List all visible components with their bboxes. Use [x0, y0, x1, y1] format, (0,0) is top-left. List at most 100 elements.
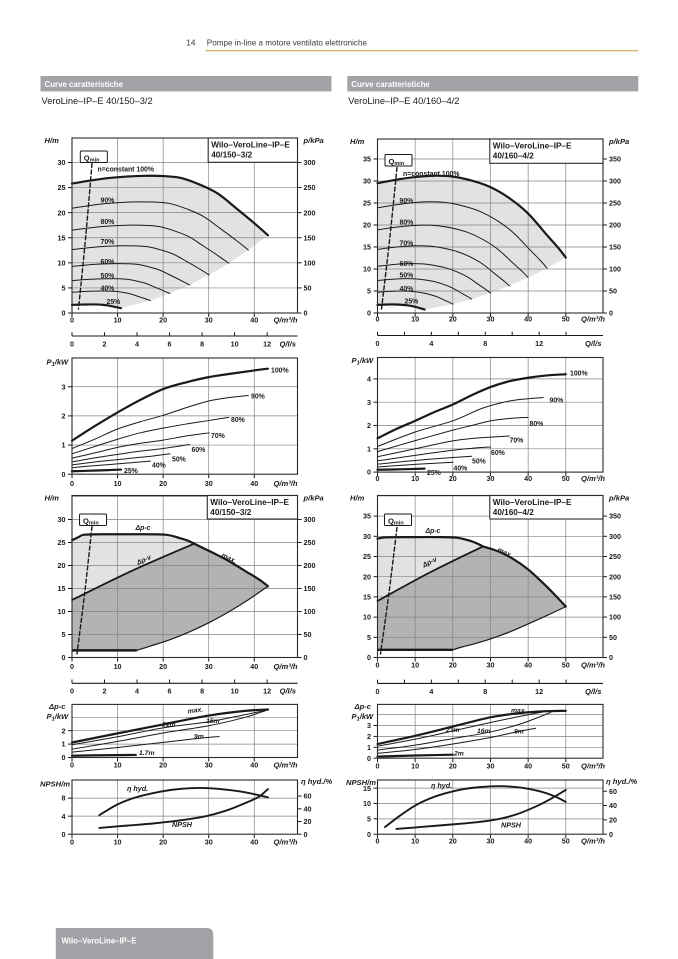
svg-text:40: 40 [524, 836, 532, 845]
svg-text:8: 8 [483, 687, 487, 696]
svg-text:350: 350 [609, 155, 621, 164]
svg-text:20: 20 [159, 479, 167, 488]
svg-text:n=constant 100%: n=constant 100% [98, 167, 154, 174]
svg-text:60%: 60% [101, 259, 115, 266]
svg-text:4: 4 [62, 812, 66, 821]
svg-text:10: 10 [363, 799, 371, 808]
svg-text:H/m: H/m [350, 137, 365, 146]
svg-text:25: 25 [58, 183, 66, 192]
svg-text:50: 50 [562, 762, 570, 771]
svg-text:40: 40 [304, 804, 312, 813]
svg-text:2: 2 [103, 340, 107, 349]
svg-text:15: 15 [363, 593, 371, 602]
svg-text:0: 0 [62, 309, 66, 318]
svg-text:Q/m³/h: Q/m³/h [581, 836, 605, 845]
svg-text:70%: 70% [101, 239, 115, 246]
svg-text:250: 250 [304, 538, 316, 547]
svg-text:25: 25 [363, 199, 371, 208]
svg-text:40: 40 [524, 474, 532, 483]
svg-text:0: 0 [367, 468, 371, 477]
svg-text:0: 0 [367, 754, 371, 763]
svg-text:30: 30 [58, 158, 66, 167]
svg-text:200: 200 [304, 208, 316, 217]
svg-text:20: 20 [363, 221, 371, 230]
svg-text:Wilo–VeroLine–IP–E: Wilo–VeroLine–IP–E [210, 498, 289, 507]
svg-text:Q/m³/h: Q/m³/h [581, 474, 605, 483]
svg-text:20: 20 [58, 208, 66, 217]
svg-text:300: 300 [304, 158, 316, 167]
svg-text:P1/kW: P1/kW [352, 712, 375, 722]
svg-text:Q/m³/h: Q/m³/h [581, 661, 605, 670]
svg-text:1: 1 [367, 444, 371, 453]
svg-text:15: 15 [363, 784, 371, 793]
svg-text:Qmin: Qmin [388, 516, 404, 526]
svg-text:50: 50 [304, 630, 312, 639]
svg-text:70%: 70% [510, 438, 524, 445]
svg-text:10: 10 [231, 687, 239, 696]
svg-text:0: 0 [62, 830, 66, 839]
svg-text:Q/l/s: Q/l/s [585, 339, 601, 348]
svg-text:10: 10 [411, 315, 419, 324]
svg-text:50: 50 [562, 474, 570, 483]
svg-text:0: 0 [376, 687, 380, 696]
svg-text:90%: 90% [400, 198, 414, 205]
svg-text:40: 40 [250, 479, 258, 488]
svg-text:NPSH/m: NPSH/m [40, 780, 70, 789]
svg-text:300: 300 [609, 177, 621, 186]
svg-text:Q/l/s: Q/l/s [280, 687, 296, 696]
svg-text:20: 20 [609, 815, 617, 824]
svg-text:40: 40 [250, 316, 258, 325]
svg-text:Qmin: Qmin [84, 153, 100, 163]
svg-text:12: 12 [535, 687, 543, 696]
svg-text:70%: 70% [211, 433, 225, 440]
svg-text:15: 15 [58, 584, 66, 593]
svg-text:0: 0 [376, 339, 380, 348]
svg-text:10: 10 [58, 258, 66, 267]
svg-text:NPSH: NPSH [172, 820, 193, 829]
svg-text:p/kPa: p/kPa [608, 137, 629, 146]
svg-text:40: 40 [250, 761, 258, 770]
svg-text:150: 150 [609, 243, 621, 252]
svg-text:Pompe in-line a motore ventila: Pompe in-line a motore ventilato elettro… [207, 38, 368, 47]
svg-text:40: 40 [524, 661, 532, 670]
svg-text:η hyd./%: η hyd./% [606, 777, 637, 786]
svg-text:14: 14 [186, 37, 196, 47]
svg-text:90%: 90% [101, 198, 115, 205]
svg-text:VeroLine–IP–E 40/150–3/2: VeroLine–IP–E 40/150–3/2 [42, 96, 153, 106]
svg-text:15: 15 [363, 243, 371, 252]
svg-text:40%: 40% [400, 286, 414, 293]
svg-text:25%: 25% [107, 299, 121, 306]
svg-text:30: 30 [486, 661, 494, 670]
svg-text:10: 10 [114, 662, 122, 671]
svg-text:60%: 60% [400, 261, 414, 268]
svg-text:NPSH/m: NPSH/m [346, 778, 376, 787]
svg-text:50: 50 [609, 633, 617, 642]
svg-text:Δp-c: Δp-c [135, 525, 151, 532]
svg-text:H/m: H/m [45, 136, 60, 145]
svg-text:90%: 90% [550, 398, 564, 405]
svg-text:4: 4 [367, 375, 371, 384]
svg-text:5: 5 [367, 287, 371, 296]
svg-text:η hyd./%: η hyd./% [301, 777, 332, 786]
svg-text:20: 20 [159, 761, 167, 770]
svg-text:p/kPa: p/kPa [303, 494, 324, 503]
svg-text:10: 10 [114, 761, 122, 770]
svg-text:30: 30 [486, 474, 494, 483]
svg-text:10: 10 [231, 340, 239, 349]
svg-text:Q/l/s: Q/l/s [280, 340, 296, 349]
svg-text:100: 100 [304, 258, 316, 267]
svg-text:2: 2 [103, 687, 107, 696]
svg-text:25: 25 [363, 552, 371, 561]
svg-text:30: 30 [363, 532, 371, 541]
svg-text:21m: 21m [161, 722, 176, 729]
svg-text:8: 8 [483, 339, 487, 348]
svg-text:250: 250 [609, 199, 621, 208]
svg-text:Wilo–VeroLine–IP–E: Wilo–VeroLine–IP–E [62, 937, 137, 946]
svg-text:40: 40 [524, 315, 532, 324]
svg-text:20: 20 [58, 561, 66, 570]
svg-text:Δp-c: Δp-c [354, 702, 372, 711]
svg-text:0: 0 [62, 753, 66, 762]
svg-text:Q/m³/h: Q/m³/h [274, 316, 298, 325]
svg-text:5: 5 [62, 630, 66, 639]
svg-text:Q/l/s: Q/l/s [585, 687, 601, 696]
